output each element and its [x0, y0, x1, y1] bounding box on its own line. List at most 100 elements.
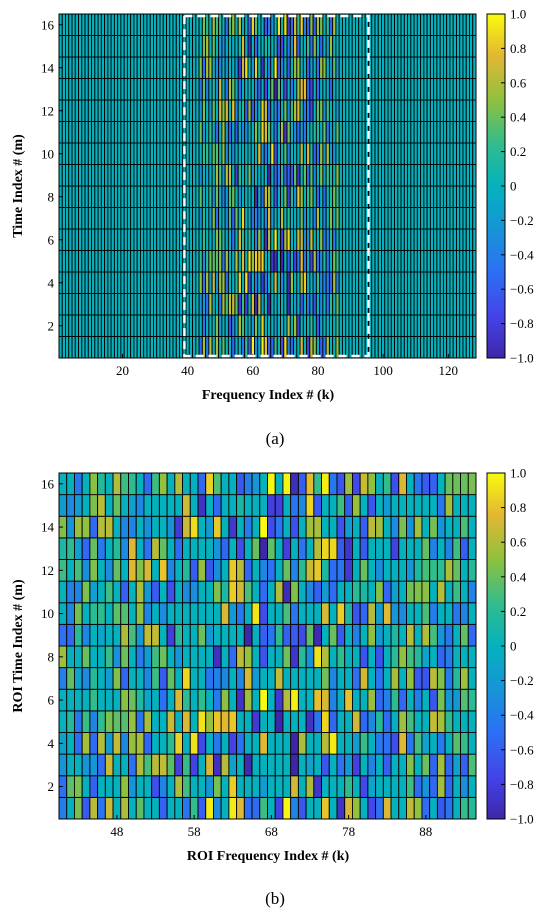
heatmap-cell [407, 271, 412, 294]
heatmap-cell [387, 35, 392, 58]
heatmap-cell [84, 228, 89, 251]
heatmap-cell [120, 775, 129, 798]
heatmap-cell [351, 602, 361, 625]
heatmap-cell [158, 688, 168, 712]
heatmap-cell [156, 56, 161, 79]
heatmap-cell [257, 99, 262, 122]
heatmap-cell [306, 250, 311, 273]
heatmap-cell [423, 207, 428, 230]
heatmap-cell [117, 121, 122, 144]
x-axis-label-b: ROI Frequency Index # (k) [187, 849, 350, 864]
heatmap-cell [328, 78, 334, 101]
heatmap-cell [136, 56, 141, 79]
heatmap-cell [220, 515, 230, 539]
heatmap-cell [135, 753, 145, 777]
heatmap-cell [244, 56, 249, 79]
heatmap-cell [143, 559, 153, 582]
heatmap-cell [426, 78, 431, 101]
heatmap-cell [97, 559, 106, 582]
heatmap-cell [469, 314, 474, 337]
heatmap-cell [398, 796, 407, 820]
heatmap-cell [290, 753, 299, 777]
heatmap-cell [296, 99, 301, 122]
heatmap-cell [135, 732, 145, 755]
heatmap-cell [179, 142, 184, 165]
heatmap-cell [267, 99, 272, 122]
heatmap-cell [182, 580, 191, 604]
heatmap-cell [390, 537, 400, 560]
heatmap-cell [328, 56, 334, 79]
heatmap-cell [89, 796, 99, 820]
heatmap-cell [243, 667, 253, 690]
heatmap-cell [123, 13, 128, 36]
heatmap-cell [456, 99, 461, 122]
heatmap-cell [162, 56, 167, 79]
heatmap-cell [367, 796, 377, 820]
heatmap-cell [189, 688, 199, 712]
heatmap-cell [390, 13, 396, 36]
heatmap-cell [335, 207, 340, 230]
heatmap-cell [214, 121, 220, 144]
heatmap-cell [452, 78, 457, 101]
heatmap-cell [227, 78, 233, 101]
heatmap-cell [371, 56, 376, 79]
heatmap-cell [159, 164, 164, 187]
heatmap-cell [319, 56, 324, 79]
heatmap-cell [97, 472, 106, 496]
heatmap-cell [234, 250, 239, 273]
heatmap-cell [377, 250, 382, 273]
heatmap-cell [182, 537, 191, 560]
heatmap-cell [211, 121, 216, 144]
heatmap-cell [179, 121, 184, 144]
heatmap-cell [263, 185, 268, 208]
heatmap-cell [283, 78, 288, 101]
heatmap-cell [398, 537, 407, 560]
heatmap-cell [107, 78, 112, 101]
heatmap-cell [211, 99, 216, 122]
heatmap-cell [442, 336, 448, 359]
heatmap-cell [130, 271, 135, 294]
heatmap-cell [172, 121, 177, 144]
heatmap-cell [267, 121, 272, 144]
colorbar-tick-label: −0.4 [510, 247, 534, 262]
colorbar-tick-label: 1.0 [510, 466, 526, 481]
heatmap-cell [358, 121, 363, 144]
heatmap-cell [387, 207, 392, 230]
heatmap-cell [250, 185, 255, 208]
heatmap-cell [456, 228, 461, 251]
heatmap-cell [439, 56, 444, 79]
heatmap-cell [332, 35, 337, 58]
heatmap-cell [185, 35, 190, 58]
heatmap-cell [305, 688, 315, 712]
heatmap-cell [185, 314, 190, 337]
heatmap-cell [336, 753, 346, 777]
heatmap-cell [444, 515, 454, 539]
heatmap-cell [382, 796, 392, 820]
heatmap-cell [244, 99, 249, 122]
heatmap-cell [293, 56, 298, 79]
heatmap-cell [283, 228, 288, 251]
heatmap-cell [254, 293, 259, 316]
heatmap-cell [446, 314, 451, 337]
heatmap-cell [112, 602, 122, 625]
heatmap-cell [228, 688, 238, 712]
heatmap-cell [384, 35, 389, 58]
heatmap-cell [338, 207, 343, 230]
heatmap-cell [139, 185, 145, 208]
heatmap-cell [205, 602, 214, 625]
heatmap-cell [382, 472, 392, 496]
heatmap-cell [143, 688, 153, 712]
heatmap-cell [452, 753, 462, 777]
heatmap-cell [355, 207, 360, 230]
heatmap-cell [387, 293, 392, 316]
heatmap-cell [81, 775, 91, 798]
heatmap-cell [456, 314, 461, 337]
heatmap-cell [201, 78, 207, 101]
heatmap-cell [71, 293, 76, 316]
heatmap-cell [254, 250, 259, 273]
heatmap-cell [467, 667, 477, 690]
heatmap-cell [211, 250, 216, 273]
heatmap-cell [146, 35, 151, 58]
heatmap-cell [374, 228, 379, 251]
heatmap-cell [120, 293, 125, 316]
